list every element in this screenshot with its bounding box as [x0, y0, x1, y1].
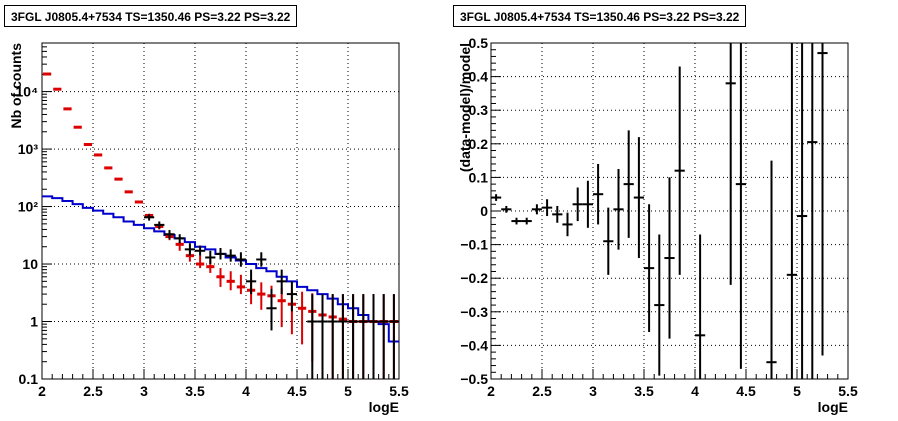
- y-axis-label: Nb of counts: [8, 43, 24, 129]
- y-axis-label: (data-model)/model: [457, 43, 473, 172]
- x-tick-label: 4.5: [736, 383, 756, 399]
- residuals-panel: 2 2.5 3 3.5 4 4.5 5 5.5 −0.5 −0.4 −0.3 −0.2 −0.1 0 0.1…: [449, 0, 898, 421]
- x-tick-label: 3: [140, 383, 148, 399]
- x-tick-label: 5: [793, 383, 801, 399]
- y-tick-label: 0.2: [469, 136, 489, 152]
- y-tick-label: 0: [480, 203, 488, 219]
- y-tick-label: 0.1: [469, 169, 489, 185]
- y-tick-label: 0.5: [469, 35, 489, 51]
- y-tick-label: −0.1: [460, 237, 488, 253]
- y-tick-label: 10: [22, 256, 38, 272]
- y-tick-label: 1: [30, 314, 38, 330]
- y-tick-label: −0.2: [460, 270, 488, 286]
- x-tick-label: 3.5: [634, 383, 654, 399]
- counts-chart-title: 3FGL J0805.4+7534 TS=1350.46 PS=3.22 PS=…: [4, 5, 298, 27]
- y-tick-label: −0.3: [460, 304, 488, 320]
- residuals-chart-title: 3FGL J0805.4+7534 TS=1350.46 PS=3.22 PS=…: [453, 5, 747, 27]
- counts-panel: 2 2.5 3 3.5 4 4.5 5 5.5 0.1 1 10 10² 10³ 10⁴ logE Nb of…: [4, 5, 409, 415]
- x-tick-label: 5.5: [389, 383, 409, 399]
- x-tick-label: 3: [589, 383, 597, 399]
- residuals-chart: 2 2.5 3 3.5 4 4.5 5 5.5 −0.5 −0.4 −0.3 −0.2 −0.1 0 0.1…: [457, 35, 858, 415]
- y-tick-label: 10³: [18, 141, 39, 157]
- x-tick-label: 4: [691, 383, 699, 399]
- x-tick-label: 5: [344, 383, 352, 399]
- y-tick-label: 0.4: [469, 69, 489, 85]
- plot-frame: [41, 42, 400, 380]
- y-tick-label: 10⁴: [16, 84, 39, 100]
- y-tick-label: 0.3: [469, 102, 489, 118]
- counts-chart: 2 2.5 3 3.5 4 4.5 5 5.5 0.1 1 10 10² 10³ 10⁴ logE Nb of…: [8, 42, 409, 415]
- y-tick-label: 0.1: [19, 371, 39, 387]
- x-tick-label: 2: [487, 383, 495, 399]
- y-tick-label: −0.5: [460, 371, 488, 387]
- x-tick-label: 4: [242, 383, 250, 399]
- y-tick-label: 10²: [18, 199, 39, 215]
- x-tick-label: 2.5: [83, 383, 103, 399]
- y-tick-label: −0.4: [460, 337, 488, 353]
- x-tick-label: 2: [38, 383, 46, 399]
- x-axis-label: logE: [818, 399, 848, 415]
- x-tick-label: 4.5: [287, 383, 307, 399]
- x-tick-label: 3.5: [185, 383, 205, 399]
- x-tick-label: 2.5: [532, 383, 552, 399]
- x-tick-label: 5.5: [838, 383, 858, 399]
- x-axis-label: logE: [369, 399, 399, 415]
